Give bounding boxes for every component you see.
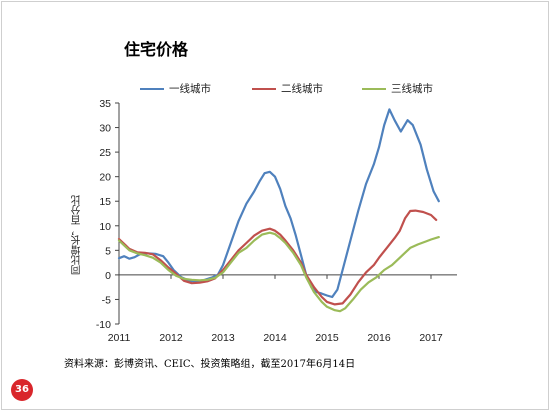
y-tick-label: 35 (99, 98, 111, 110)
legend-label-tier1: 一线城市 (169, 83, 211, 95)
x-tick-label: 2012 (159, 332, 183, 344)
y-tick-label: -5 (102, 294, 111, 306)
legend-item-tier3: 三线城市 (362, 81, 433, 96)
series-line-3 (117, 231, 440, 313)
legend-swatch-tier1 (140, 87, 164, 90)
x-tick-label: 2014 (263, 332, 287, 344)
legend-item-tier2: 二线城市 (252, 81, 323, 96)
chart-legend: 一线城市 二线城市 三线城市 (140, 81, 460, 97)
y-tick-label: 15 (99, 196, 111, 208)
y-tick-label: 30 (99, 123, 111, 135)
series-line-1 (117, 108, 440, 299)
legend-label-tier2: 二线城市 (281, 83, 323, 95)
legend-swatch-tier2 (252, 87, 276, 90)
y-tick-label: -10 (96, 319, 111, 331)
y-tick-label: 0 (105, 270, 111, 282)
legend-item-tier1: 一线城市 (140, 81, 211, 96)
x-tick-label: 2015 (315, 332, 339, 344)
y-tick-label: 25 (99, 147, 111, 159)
x-tick-label: 2013 (211, 332, 235, 344)
x-tick-label: 2016 (367, 332, 391, 344)
y-tick-label: 20 (99, 172, 111, 184)
source-note: 资料来源：彭博资讯、CEIC、投资策略组，截至2017年6月14日 (64, 359, 356, 370)
y-tick-label: 10 (99, 221, 111, 233)
legend-swatch-tier3 (362, 87, 386, 90)
slide-title: 住宅价格 (124, 40, 189, 59)
series-line-2 (117, 209, 438, 306)
x-tick-label: 2011 (108, 332, 131, 344)
page-number-badge: 36 (11, 379, 33, 401)
x-tick-label: 2017 (419, 332, 443, 344)
legend-label-tier3: 三线城市 (391, 83, 433, 95)
y-tick-label: 5 (105, 245, 111, 257)
